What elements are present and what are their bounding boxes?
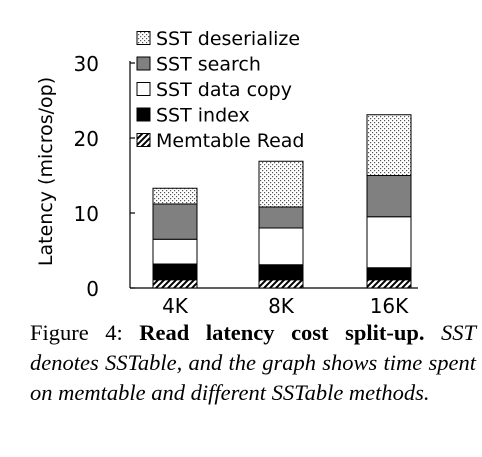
legend-swatch xyxy=(136,31,151,45)
caption-lead: Figure 4: xyxy=(30,320,123,345)
y-tick-label: 10 xyxy=(74,202,99,226)
bar-segment xyxy=(258,206,304,229)
legend-swatch xyxy=(136,56,151,71)
legend-label: SST search xyxy=(156,54,261,76)
legend-label: Memtable Read xyxy=(156,130,305,152)
bar-segment xyxy=(152,263,198,281)
legend: SST deserialize SST search SST data copy SS… xyxy=(136,28,305,152)
legend-swatch xyxy=(136,107,151,122)
y-tick-label: 30 xyxy=(74,52,99,76)
figure-caption: Figure 4: Read latency cost split-up. SS… xyxy=(30,318,476,408)
y-tick-label: 0 xyxy=(86,277,99,301)
bar-segment xyxy=(152,203,198,240)
bar-segment xyxy=(258,279,304,289)
bar-segment xyxy=(258,160,304,208)
y-tick-label: 20 xyxy=(74,127,99,151)
legend-swatch xyxy=(136,82,151,96)
legend-label: SST deserialize xyxy=(156,28,300,50)
x-tick-label: 16K xyxy=(370,294,409,315)
y-axis-title: Latency (micros/op) xyxy=(35,77,57,266)
bar-segment xyxy=(366,267,412,281)
bar-segment xyxy=(152,187,198,205)
bar-segment xyxy=(366,175,412,218)
caption-body: SST denotes SSTable, and the graph shows… xyxy=(30,320,477,405)
x-tick-label: 4K xyxy=(162,294,189,315)
bars xyxy=(152,114,412,289)
x-tick-label: 8K xyxy=(268,294,295,315)
bar-segment xyxy=(366,279,412,289)
axes: 0 10 20 30 Latency (micros/op) 4K 8K 16K xyxy=(35,52,418,315)
legend-label: SST data copy xyxy=(156,79,292,101)
bar-segment xyxy=(366,216,412,269)
bar-segment xyxy=(258,264,304,281)
legend-swatch xyxy=(136,133,151,147)
stacked-bar-chart: 0 10 20 30 Latency (micros/op) 4K 8K 16K SST de… xyxy=(35,28,418,315)
bar-segment xyxy=(152,279,198,289)
bar-segment xyxy=(366,114,412,176)
bar-segment xyxy=(258,227,304,266)
bar-segment xyxy=(152,238,198,265)
legend-label: SST index xyxy=(156,105,250,127)
caption-title: Read latency cost split-up. xyxy=(139,320,425,345)
